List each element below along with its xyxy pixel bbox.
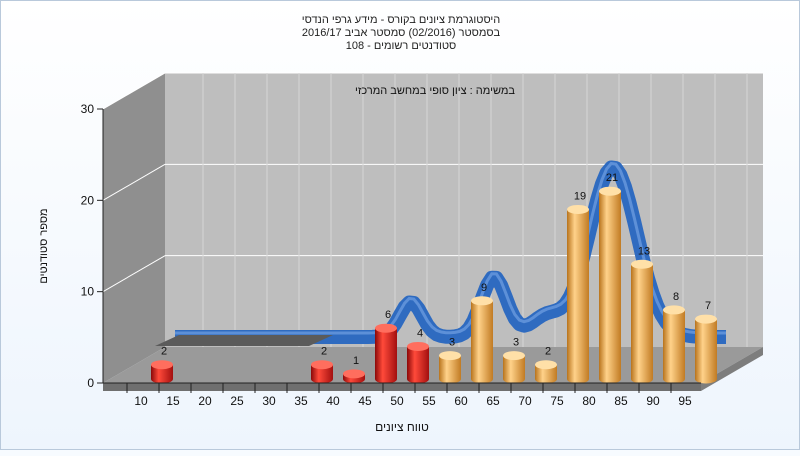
bar [311, 364, 333, 384]
bar-value-label: 21 [606, 172, 618, 184]
grid-line-diag [102, 255, 166, 293]
bar [567, 209, 589, 384]
x-tick-label: 75 [550, 394, 564, 408]
bar [407, 346, 429, 384]
y-tick-label: 20 [81, 193, 95, 207]
bar-value-label: 3 [449, 337, 455, 349]
bar [535, 364, 557, 384]
y-tick-label: 0 [87, 376, 94, 390]
x-tick-label: 25 [230, 394, 244, 408]
x-tick-label: 50 [390, 394, 404, 408]
bar [375, 328, 397, 384]
x-tick-label: 90 [646, 394, 660, 408]
bar-value-label: 6 [385, 309, 391, 321]
x-tick-label: 45 [358, 394, 372, 408]
y-axis-label: מספר סטודנטים [38, 208, 50, 283]
bar-top [599, 186, 621, 196]
bar-top [503, 351, 525, 361]
chart-title-line-2: בסמסטר (02/2016) סמסטר אביב 2016/17 [302, 27, 501, 39]
grid-line-diag [102, 72, 166, 110]
x-axis-label: טווח ציונים [375, 420, 429, 434]
bar [695, 319, 717, 384]
inner-title: במשימה : ציון סופי במחשב המרכזי [355, 85, 515, 97]
bar [439, 355, 461, 384]
bar [151, 364, 173, 384]
bar-top [567, 204, 589, 214]
bar-value-label: 7 [705, 300, 711, 312]
x-tick-label: 80 [582, 394, 596, 408]
bar-top [663, 305, 685, 315]
y-tick-label: 10 [81, 285, 95, 299]
bar-value-label: 19 [574, 190, 586, 202]
bar-value-label: 4 [417, 327, 423, 339]
bar-top [375, 323, 397, 333]
bar-top [695, 314, 717, 324]
chart-title-line-3: סטודנטים רשומים - 108 [346, 40, 457, 52]
x-tick-label: 85 [614, 394, 628, 408]
y-tick-label: 30 [81, 102, 95, 116]
chart-title-line-1: היסטוגרמת ציונים בקורס - מידע גרפי הנדסי [302, 14, 501, 26]
bar-top [535, 360, 557, 370]
zero-range-slab [155, 335, 333, 346]
bar-top [439, 351, 461, 361]
bar-top [151, 360, 173, 370]
bar-top [311, 360, 333, 370]
bar-top [631, 259, 653, 269]
x-tick-label: 55 [422, 394, 436, 408]
bar-value-label: 3 [513, 337, 519, 349]
bar [663, 309, 685, 384]
x-tick-label: 35 [294, 394, 308, 408]
bar-value-label: 2 [321, 346, 327, 358]
axes-group: 0 10 20 30 10 15 20 25 30 35 40 45 50 55 60 65 70 75 80 85 9… [81, 102, 701, 408]
bar-top [407, 341, 429, 351]
bar [503, 355, 525, 384]
x-tick-label: 60 [454, 394, 468, 408]
bar-value-label: 13 [638, 245, 650, 257]
x-tick-label: 10 [134, 394, 148, 408]
bar [599, 191, 622, 384]
floor-front-edge [103, 383, 701, 391]
bar-top [471, 296, 493, 306]
bar-value-label: 2 [161, 346, 167, 358]
x-tick-label: 65 [486, 394, 500, 408]
floor [103, 347, 763, 383]
x-tick-label: 95 [678, 394, 692, 408]
x-tick-label: 40 [326, 394, 340, 408]
bar-value-label: 9 [481, 282, 487, 294]
x-tick-label: 70 [518, 394, 532, 408]
bar-value-label: 1 [353, 355, 359, 367]
bar-value-label: 8 [673, 291, 679, 303]
bar [631, 264, 653, 384]
x-tick-label: 30 [262, 394, 276, 408]
x-tick-label: 15 [166, 394, 180, 408]
curve-highlight [175, 161, 726, 335]
bar-value-label: 2 [545, 346, 551, 358]
bar [471, 300, 493, 384]
x-tick-label: 20 [198, 394, 212, 408]
grid-line-diag [102, 163, 166, 201]
bar-top [343, 369, 365, 379]
left-wall [103, 73, 165, 383]
